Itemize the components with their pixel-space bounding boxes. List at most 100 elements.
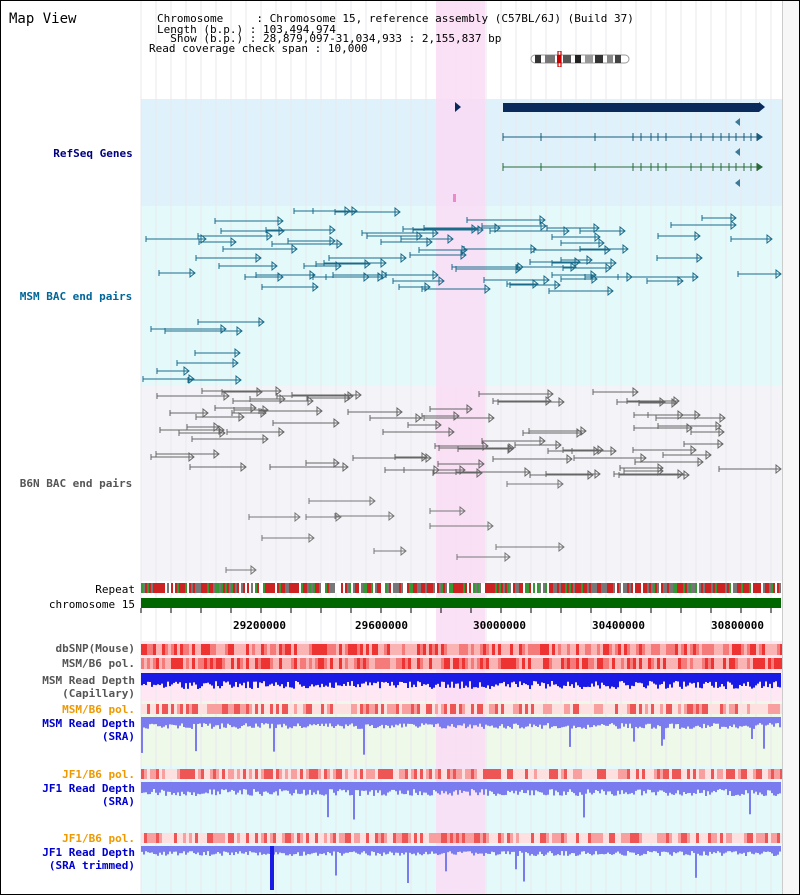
- jf1-pol-heat: [195, 769, 198, 779]
- dbsnp-heat: [369, 644, 372, 655]
- msm-depth-capillary-bar: [375, 673, 377, 684]
- msm-depth-sra-bar: [515, 717, 517, 724]
- chromosome-ideogram[interactable]: [529, 51, 633, 67]
- b6n-bac-pair-arrow: [213, 421, 220, 433]
- repeat-segment: [413, 583, 415, 593]
- msm-pol-sra-heat: [519, 704, 522, 714]
- jf1-depth-sra-bar: [453, 782, 455, 792]
- jf1-depth-sra-bar: [553, 782, 555, 796]
- jf1-depth-sra-bar: [349, 782, 351, 796]
- jf1-pol-heat: [459, 769, 462, 779]
- dbsnp-heat: [420, 644, 423, 655]
- jf1-pol-trim-heat: [549, 833, 552, 843]
- msm-bac-pair-arrow: [381, 269, 388, 281]
- msm-pol-sra-heat: [642, 704, 645, 714]
- msm-pol-heat: [444, 658, 447, 669]
- msm-depth-capillary-bar: [239, 673, 241, 684]
- dbsnp-heat: [324, 644, 327, 655]
- msm-pol-sra-heat: [294, 704, 297, 714]
- dbsnp-heat: [168, 644, 171, 655]
- dbsnp-heat: [228, 644, 231, 655]
- msm-depth-capillary-bar: [293, 673, 295, 689]
- repeat-segment: [329, 583, 331, 593]
- repeat-segment: [253, 583, 255, 593]
- msm-depth-sra-bar: [455, 717, 457, 728]
- msm-depth-capillary-bar: [459, 673, 461, 689]
- msm-depth-sra-bar: [753, 717, 755, 729]
- jf1-pol-trim-heat: [435, 833, 438, 843]
- msm-depth-capillary-bar: [613, 673, 615, 688]
- msm-pol-sra-heat: [207, 704, 210, 714]
- jf1-pol-heat: [165, 769, 168, 779]
- jf1-depth-sra-bar: [433, 782, 435, 791]
- repeat-segment: [293, 583, 295, 593]
- dbsnp-heat: [714, 644, 717, 655]
- msm-pol-heat: [306, 658, 309, 669]
- jf1-depth-trim-bar: [435, 846, 437, 854]
- msm-depth-sra-bar: [411, 717, 413, 725]
- msm-bac-pair-arrow: [234, 347, 241, 359]
- msm-depth-capillary-bar: [553, 673, 555, 685]
- vertical-scrollbar[interactable]: [782, 1, 799, 894]
- jf1-depth-trim-bar: [647, 846, 649, 852]
- repeat-segment: [443, 583, 445, 593]
- msm-pol-heat: [291, 658, 294, 669]
- msm-depth-sra-bar: [535, 717, 537, 727]
- jf1-depth-sra-bar: [171, 782, 173, 795]
- jf1-pol-heat: [492, 769, 495, 779]
- repeat-segment: [585, 583, 587, 593]
- jf1-pol-heat: [726, 769, 729, 779]
- repeat-segment: [193, 583, 195, 593]
- msm-pol-heat: [180, 658, 183, 669]
- jf1-depth-trim-bar: [299, 846, 301, 856]
- msm-depth-capillary-bar: [325, 673, 327, 686]
- dbsnp-heat: [651, 644, 654, 655]
- jf1-pol-trim-heat: [609, 833, 612, 843]
- msm-pol-heat: [360, 658, 363, 669]
- jf1-pol-trim-heat: [543, 833, 546, 843]
- repeat-segment: [383, 583, 385, 593]
- msm-depth-sra-bar: [717, 717, 719, 724]
- jf1-pol-heat: [309, 769, 312, 779]
- dbsnp-heat: [312, 644, 315, 655]
- jf1-depth-trim-bar: [525, 846, 527, 853]
- repeat-segment: [501, 583, 503, 593]
- repeat-segment: [481, 583, 483, 593]
- msm-depth-sra-bar: [607, 717, 609, 726]
- msm-depth-capillary-bar: [701, 673, 703, 689]
- jf1-depth-trim-bar: [495, 846, 497, 856]
- msm-depth-sra-bar: [653, 717, 655, 728]
- jf1-depth-trim-bar: [233, 846, 235, 856]
- repeat-segment: [473, 583, 475, 593]
- msm-depth-capillary-bar: [779, 673, 781, 688]
- dbsnp-heat: [561, 644, 564, 655]
- jf1-depth-sra-bar: [429, 782, 431, 796]
- jf1-pol-trim-heat: [597, 833, 600, 843]
- msm-depth-sra-bar: [427, 717, 429, 725]
- msm-depth-sra-bar: [357, 717, 359, 729]
- repeat-segment: [437, 583, 439, 593]
- msm-pol-sra-heat: [246, 704, 249, 714]
- jf1-depth-trim-bar: [465, 846, 467, 852]
- msm-depth-capillary-bar: [221, 673, 223, 687]
- msm-depth-capillary-bar: [167, 673, 169, 682]
- msm-pol-heat: [168, 658, 171, 669]
- jf1-depth-sra-bar: [409, 782, 411, 796]
- repeat-segment: [381, 583, 383, 593]
- msm-depth-capillary-bar: [461, 673, 463, 682]
- repeat-segment: [635, 583, 637, 593]
- msm-pol-sra-heat: [669, 704, 672, 714]
- dbsnp-heat: [270, 644, 273, 655]
- jf1-depth-trim-bar: [753, 846, 755, 855]
- jf1-depth-trim-bar: [747, 846, 749, 853]
- repeat-segment: [359, 583, 361, 593]
- repeat-segment: [393, 583, 395, 593]
- dbsnp-heat: [531, 644, 534, 655]
- msm-depth-capillary-bar: [361, 673, 363, 684]
- msm-depth-sra-bar: [287, 717, 289, 729]
- jf1-pol-heat: [600, 769, 603, 779]
- msm-depth-capillary-bar: [307, 673, 309, 689]
- refseq-gene-block: [503, 103, 759, 112]
- dbsnp-heat: [159, 644, 162, 655]
